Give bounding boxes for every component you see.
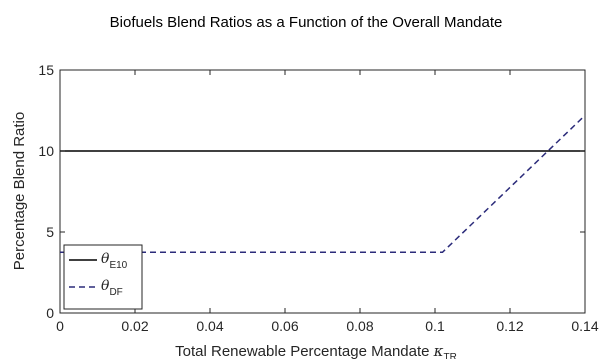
x-tick-label: 0.04	[196, 318, 223, 334]
legend-label-df: θDF	[101, 278, 123, 298]
plot-frame	[59, 69, 586, 314]
y-tick-label: 5	[46, 224, 54, 240]
x-axis-label-main: Total Renewable Percentage Mandate	[175, 343, 434, 359]
legend-symbol: θ	[101, 251, 110, 267]
x-tick-label: 0.08	[346, 318, 373, 334]
legend-label-e10: θE10	[101, 251, 128, 271]
y-axis-label: Percentage Blend Ratio	[11, 112, 28, 270]
x-tick-label: 0.02	[121, 318, 148, 334]
x-tick-label: 0.12	[496, 318, 523, 334]
x-tick-label: 0.14	[571, 318, 598, 334]
legend-subscript: E10	[109, 260, 127, 271]
series-line-df	[60, 114, 586, 253]
x-tick-label: 0	[56, 318, 64, 334]
x-axis-label: Total Renewable Percentage Mandate κTR	[175, 342, 457, 359]
series-layer	[60, 114, 586, 253]
y-tick-label: 0	[46, 305, 54, 321]
legend-subscript: DF	[109, 287, 122, 298]
legend-box	[63, 244, 143, 310]
x-axis-label-symbol: κ	[433, 342, 444, 359]
x-tick-label: 0.1	[425, 318, 445, 334]
y-tick-label: 15	[38, 62, 54, 78]
y-tick-label: 10	[38, 143, 54, 159]
ticks-layer: 0 0.02 0.04 0.06 0.08 0.1 0.12 0.14 0 5 10 15	[38, 62, 598, 334]
chart-title: Biofuels Blend Ratios as a Function of t…	[110, 14, 503, 31]
legend-symbol: θ	[101, 278, 110, 294]
plot-area	[59, 69, 586, 314]
x-tick-label: 0.06	[271, 318, 298, 334]
x-axis-label-sub: TR	[444, 352, 457, 359]
